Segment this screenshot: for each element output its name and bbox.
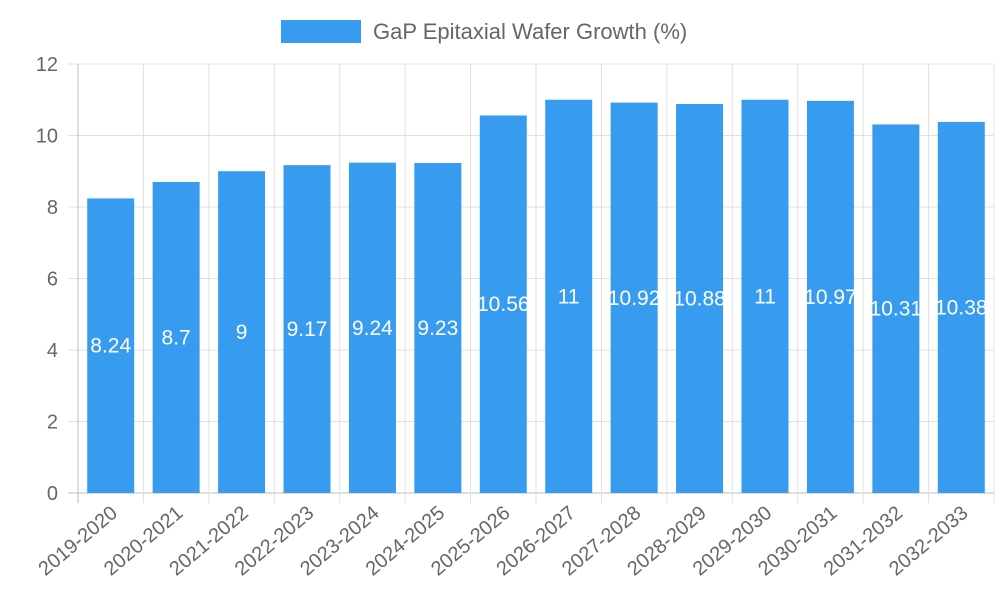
bar bbox=[218, 171, 266, 493]
y-axis: 0 2 4 6 8 10 12 bbox=[36, 54, 58, 505]
y-tick-label: 4 bbox=[47, 340, 58, 362]
data-label: 10.38 bbox=[935, 296, 988, 319]
bars bbox=[87, 99, 985, 494]
x-axis: 2019-20202020-20212021-20222022-20232023… bbox=[35, 502, 973, 580]
bar bbox=[741, 99, 789, 493]
data-label: 9.23 bbox=[417, 317, 458, 340]
bar bbox=[676, 104, 724, 493]
y-tick-label: 2 bbox=[47, 412, 58, 434]
data-label: 10.97 bbox=[804, 286, 857, 309]
bar bbox=[545, 99, 593, 493]
y-tick-label: 10 bbox=[36, 126, 58, 148]
bar bbox=[283, 165, 331, 494]
legend-label: GaP Epitaxial Wafer Growth (%) bbox=[373, 19, 687, 44]
data-labels: 8.24 8.7 9 9.17 9.24 9.23 10.56 11 10.92 10.88 11 1… bbox=[90, 285, 987, 357]
y-tick-label: 0 bbox=[47, 483, 58, 505]
bar bbox=[87, 198, 135, 494]
bar bbox=[937, 121, 985, 493]
data-label: 11 bbox=[754, 285, 776, 308]
data-label: 10.56 bbox=[477, 293, 530, 316]
bar bbox=[872, 124, 920, 493]
data-label: 10.31 bbox=[870, 298, 923, 321]
y-tick-label: 8 bbox=[47, 197, 58, 219]
y-tick-label: 12 bbox=[36, 54, 58, 76]
data-label: 9.17 bbox=[287, 318, 328, 341]
bar bbox=[152, 181, 200, 493]
data-label: 8.24 bbox=[90, 335, 131, 358]
bar bbox=[806, 100, 854, 493]
legend-swatch bbox=[281, 20, 361, 43]
data-label: 10.92 bbox=[608, 287, 661, 310]
legend[interactable]: GaP Epitaxial Wafer Growth (%) bbox=[281, 19, 687, 44]
bar bbox=[348, 162, 396, 494]
y-tick-label: 6 bbox=[47, 269, 58, 291]
data-label: 9 bbox=[236, 321, 248, 344]
bar bbox=[414, 163, 462, 493]
data-label: 10.88 bbox=[673, 288, 726, 311]
gridlines bbox=[68, 63, 995, 503]
bar bbox=[610, 102, 658, 494]
data-label: 9.24 bbox=[352, 317, 393, 340]
data-label: 8.7 bbox=[162, 326, 191, 349]
data-label: 11 bbox=[558, 285, 580, 308]
bar bbox=[479, 115, 527, 493]
